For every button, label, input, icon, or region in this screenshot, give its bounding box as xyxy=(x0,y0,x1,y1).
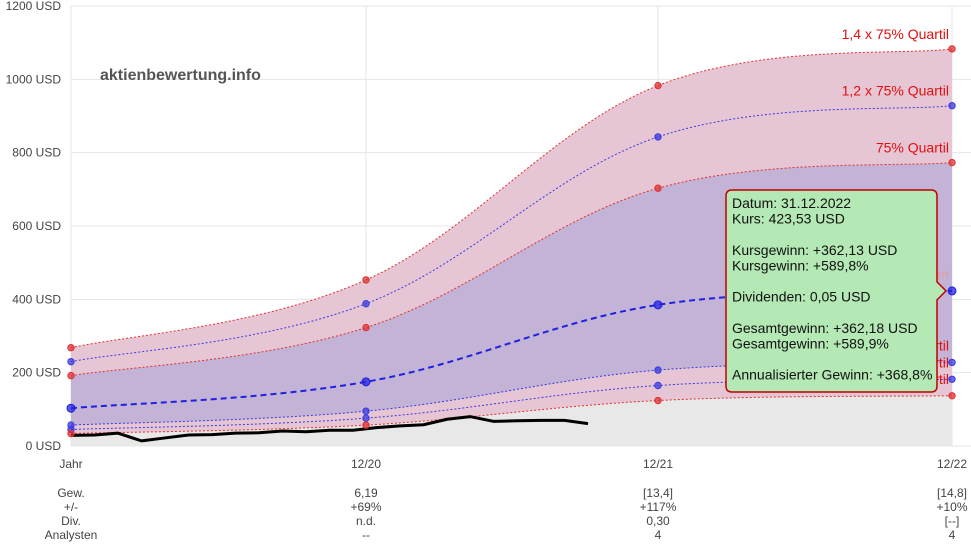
x-tick-label: 12/21 xyxy=(643,457,673,471)
tooltip-box xyxy=(725,189,948,393)
band-point[interactable] xyxy=(361,377,371,387)
band-point[interactable] xyxy=(948,358,956,367)
band-point[interactable] xyxy=(362,276,370,284)
y-tick-label: 1200 USD xyxy=(6,0,62,13)
band-point[interactable] xyxy=(947,286,957,296)
band-point[interactable] xyxy=(67,429,75,438)
footer-cell: [14,8] xyxy=(937,486,967,500)
tooltip-line: Gesamtgewinn: +589,9% xyxy=(732,335,889,351)
tooltip-line: Kursgewinn: +362,13 USD xyxy=(732,242,897,258)
footer-row-label: Div. xyxy=(61,514,81,528)
footer-cell: 4 xyxy=(949,528,956,542)
x-tick-label: 12/20 xyxy=(351,457,381,471)
band-point[interactable] xyxy=(654,366,662,374)
tooltip-line: Gesamtgewinn: +362,18 USD xyxy=(732,320,918,336)
price-history xyxy=(70,415,589,443)
y-tick-label: 200 USD xyxy=(12,366,61,380)
band-point[interactable] xyxy=(654,133,662,141)
band-point[interactable] xyxy=(653,300,663,310)
band-label: 1,2 x 75% Quartil xyxy=(842,83,949,99)
band-point[interactable] xyxy=(654,381,662,390)
band-point[interactable] xyxy=(654,396,662,405)
footer-row-label: Analysten xyxy=(45,528,98,542)
y-tick-label: 0 USD xyxy=(26,439,62,453)
band-point[interactable] xyxy=(362,421,370,429)
y-tick-label: 1000 USD xyxy=(6,72,62,86)
band-line xyxy=(70,395,953,435)
footer-cell: +69% xyxy=(350,500,381,514)
band-point[interactable] xyxy=(654,81,662,90)
band-point[interactable] xyxy=(948,375,956,383)
band-point[interactable] xyxy=(362,407,370,415)
tooltip-line: Kurs: 423,53 USD xyxy=(732,211,845,227)
band-line xyxy=(70,105,953,363)
footer-cell: +117% xyxy=(640,500,677,514)
band-point[interactable] xyxy=(362,414,370,422)
x-tick-label: Jahr xyxy=(59,457,82,471)
band-label: 1,4 x 75% Quartil xyxy=(842,26,949,42)
tooltip-line: Kursgewinn: +589,8% xyxy=(732,257,869,273)
footer-table: Gew. 6,19 [13,4] [14,8] +/- +69% +117% +10% Div.… xyxy=(45,486,968,542)
axis-labels: 0 USD 200 USD 400 USD 600 USD 800 USD 1000 US… xyxy=(6,0,968,471)
footer-row-label: Gew. xyxy=(57,486,84,500)
band-point[interactable] xyxy=(948,158,956,167)
footer-cell: 4 xyxy=(655,528,662,542)
tooltip-line: Datum: 31.12.2022 xyxy=(732,195,851,211)
band-point[interactable] xyxy=(67,371,75,380)
band-point[interactable] xyxy=(948,45,956,53)
footer-cell: +10% xyxy=(936,500,967,514)
band-point[interactable] xyxy=(948,102,956,110)
footer-cell: n.d. xyxy=(356,514,376,528)
x-tick-label: 12/22 xyxy=(937,457,967,471)
footer-cell: 6,19 xyxy=(354,486,378,500)
y-tick-label: 800 USD xyxy=(12,146,61,160)
band-point[interactable] xyxy=(948,392,956,400)
band-line xyxy=(70,48,953,349)
band-point[interactable] xyxy=(654,184,662,192)
band-point[interactable] xyxy=(66,403,76,413)
price-line xyxy=(70,415,589,443)
footer-cell: -- xyxy=(362,528,370,542)
band-point[interactable] xyxy=(67,357,75,366)
y-tick-label: 400 USD xyxy=(12,292,61,306)
band-point[interactable] xyxy=(362,300,370,308)
footer-cell: 0,30 xyxy=(646,514,670,528)
watermark: aktienbewertung.info xyxy=(100,67,261,84)
tooltip-line: Annualisierter Gewinn: +368,8% xyxy=(732,367,932,383)
band-line xyxy=(70,162,953,377)
footer-row-label: +/- xyxy=(64,500,78,514)
band-label: 75% Quartil xyxy=(876,140,949,156)
y-tick-label: 600 USD xyxy=(12,219,61,233)
tooltip-line: Dividenden: 0,05 USD xyxy=(732,289,871,305)
footer-cell: [13,4] xyxy=(643,486,673,500)
footer-cell: [--] xyxy=(945,514,960,528)
band-points xyxy=(66,45,957,438)
band-point[interactable] xyxy=(362,323,370,332)
band-point[interactable] xyxy=(67,344,75,352)
